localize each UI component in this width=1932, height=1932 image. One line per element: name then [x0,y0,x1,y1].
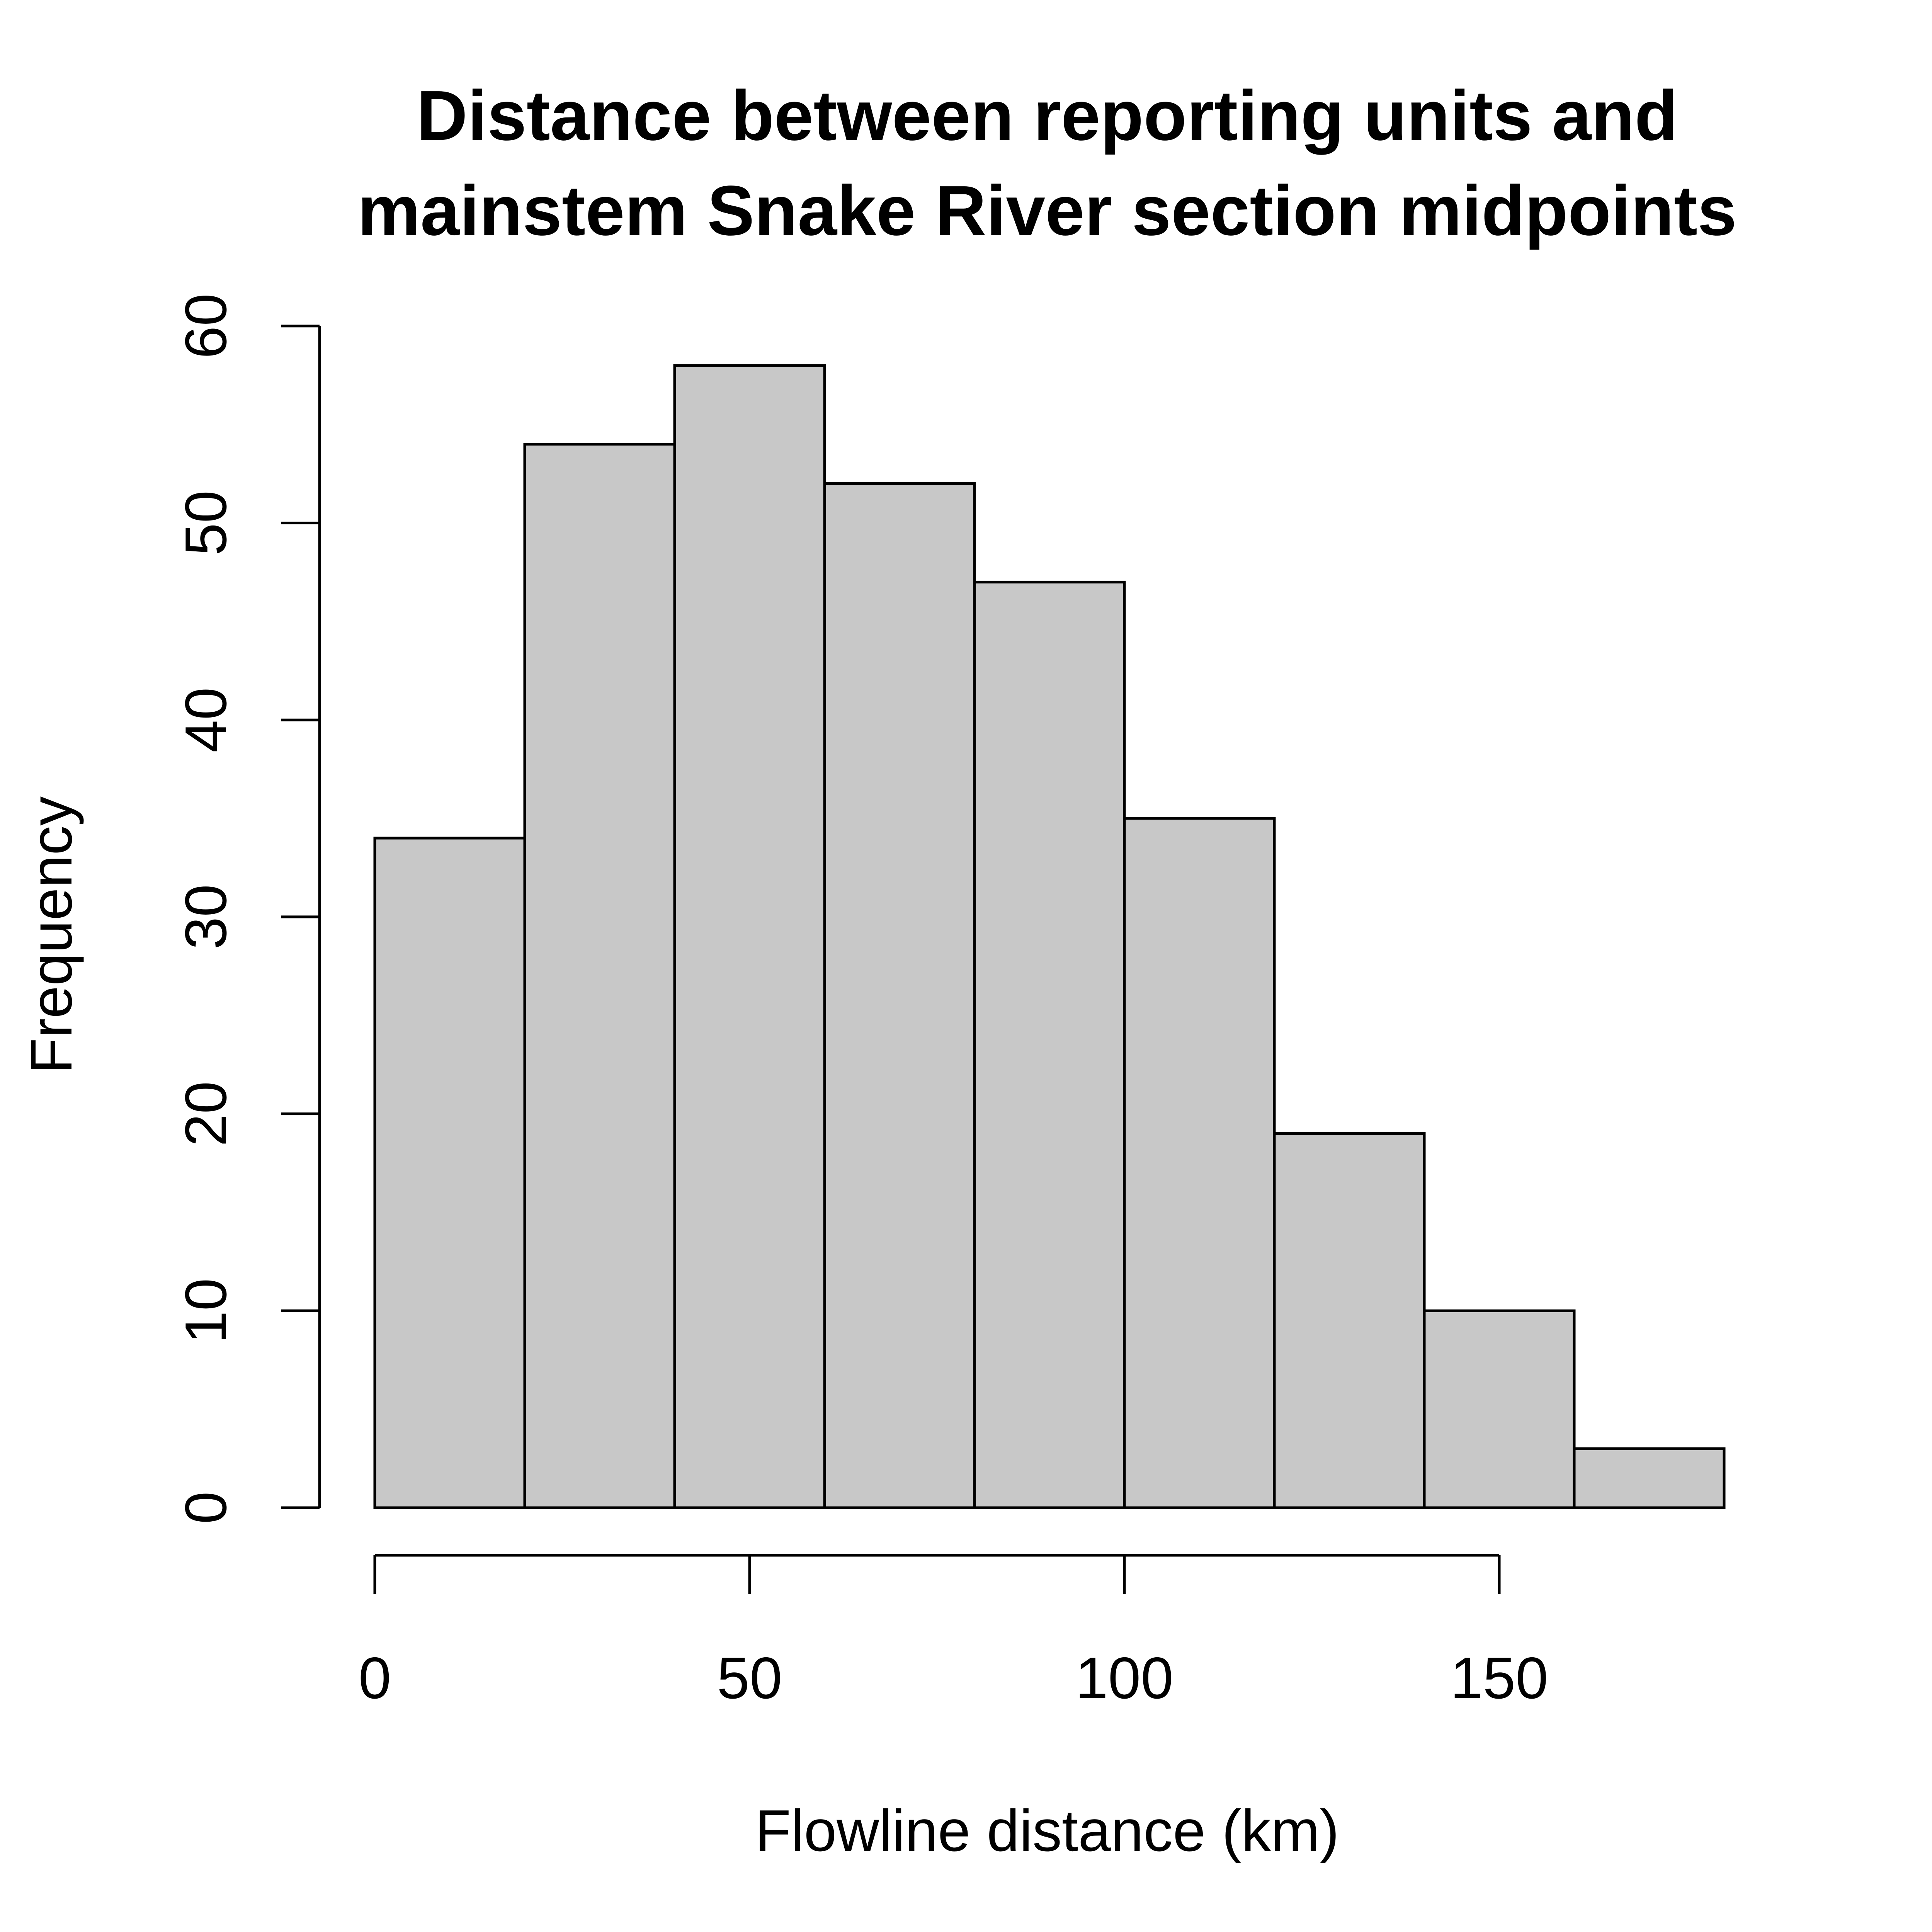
y-tick-label: 20 [173,1081,239,1146]
histogram-bar [973,580,1126,1509]
histogram-bar [373,837,526,1509]
x-tick-label: 50 [717,1645,782,1711]
histogram-bars [373,364,1726,1509]
y-axis-label: Frequency [19,796,84,1074]
histogram-bar [1123,817,1276,1509]
x-tick-label: 150 [1450,1645,1548,1711]
y-tick-label: 50 [173,490,239,556]
chart-title: Distance between reporting units and mai… [357,76,1737,250]
histogram-bar [1423,1309,1576,1509]
chart-title-line-2: mainstem Snake River section midpoints [357,171,1737,250]
histogram-bar [673,364,826,1509]
chart-title-line-1: Distance between reporting units and [417,76,1678,155]
x-axis-label: Flowline distance (km) [755,1798,1339,1864]
y-tick-label: 0 [173,1492,239,1524]
histogram-bar [1573,1447,1726,1509]
histogram-bar [823,482,976,1509]
y-tick-label: 30 [173,884,239,949]
x-tick-label: 100 [1075,1645,1173,1711]
histogram-bar [523,443,676,1509]
x-axis: 0 50 100 150 [359,1554,1548,1711]
y-tick-label: 60 [173,293,239,359]
y-tick-label: 40 [173,687,239,753]
y-axis: 0 10 20 30 40 50 60 [173,293,321,1524]
histogram-bar [1273,1132,1426,1509]
y-tick-label: 10 [173,1278,239,1344]
x-tick-label: 0 [359,1645,391,1711]
